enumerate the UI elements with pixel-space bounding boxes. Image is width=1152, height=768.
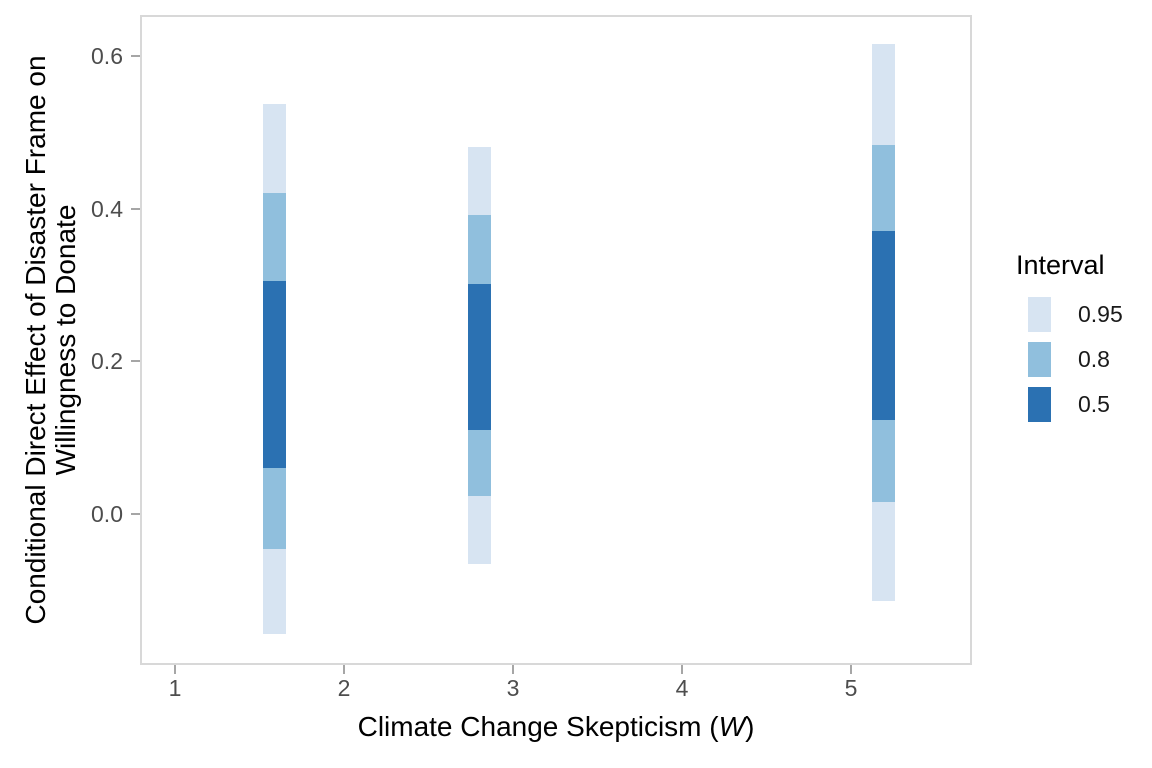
legend-item: 0.95: [1016, 297, 1146, 332]
y-axis-tick: [131, 55, 140, 58]
y-axis-tick: [131, 512, 140, 515]
legend-swatch: [1028, 387, 1051, 422]
x-axis-tick-label: 5: [844, 675, 858, 701]
x-axis-tick: [849, 665, 852, 674]
x-axis-title-suffix: ): [745, 711, 755, 742]
y-axis-tick-label: 0.0: [91, 500, 123, 527]
y-axis-tick-label: 0.6: [91, 43, 123, 70]
y-axis-tick-label: 0.2: [91, 348, 123, 375]
x-axis-tick: [680, 665, 683, 674]
x-axis-tick: [511, 665, 514, 674]
interval-segment-0.5: [263, 281, 287, 469]
y-axis-title-line1: Conditional Direct Effect of Disaster Fr…: [20, 55, 51, 625]
legend: Interval 0.95 0.8 0.5: [1016, 250, 1146, 432]
x-axis-tick-label: 1: [168, 675, 182, 701]
x-axis-tick: [342, 665, 345, 674]
interval-segment-0.5: [467, 284, 491, 430]
y-axis-tick-label: 0.4: [91, 195, 123, 222]
x-axis-title: Climate Change Skepticism (W): [140, 712, 972, 742]
legend-item-label: 0.8: [1078, 346, 1110, 372]
x-axis-title-text: Climate Change Skepticism (: [357, 711, 719, 742]
legend-title: Interval: [1016, 250, 1105, 280]
legend-swatch: [1028, 342, 1051, 377]
legend-item-label: 0.5: [1078, 391, 1110, 417]
y-axis-title: Conditional Direct Effect of Disaster Fr…: [20, 55, 81, 625]
legend-item-label: 0.95: [1078, 301, 1123, 327]
x-axis-tick: [173, 665, 176, 674]
x-axis-tick-label: 3: [506, 675, 520, 701]
y-axis-tick: [131, 207, 140, 210]
legend-item: 0.8: [1016, 342, 1146, 377]
x-axis-tick-label: 4: [675, 675, 689, 701]
legend-items: 0.95 0.8 0.5: [1016, 297, 1146, 422]
x-axis-tick-label: 2: [337, 675, 351, 701]
x-axis-title-variable: W: [718, 711, 746, 742]
y-axis-title-line2: Willingness to Donate: [50, 204, 81, 476]
interval-segment-0.5: [871, 230, 895, 421]
legend-swatch: [1028, 297, 1051, 332]
legend-item: 0.5: [1016, 387, 1146, 422]
plot-panel: [140, 15, 972, 665]
y-axis-tick: [131, 360, 140, 363]
